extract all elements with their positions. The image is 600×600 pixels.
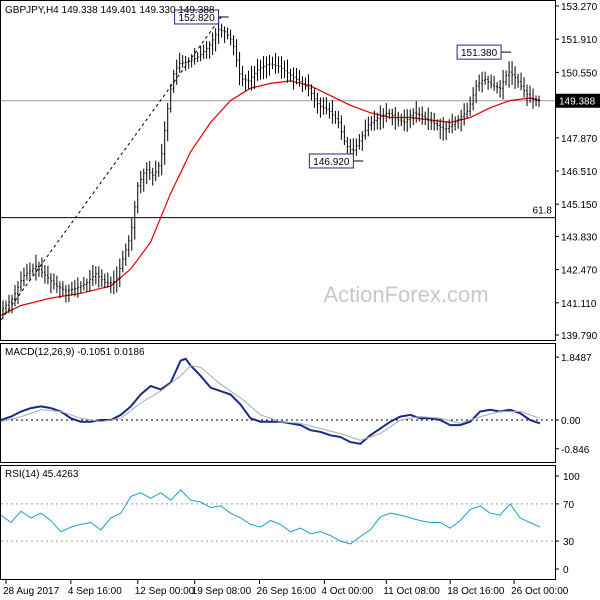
- last-price-box: [556, 93, 600, 108]
- x-tick-label: 4 Oct 00:00: [321, 586, 373, 597]
- annotation-label: 152.820: [179, 13, 216, 24]
- x-tick-label: 18 Oct 16:00: [447, 586, 505, 597]
- x-tick-label: 11 Oct 08:00: [383, 586, 440, 597]
- watermark: ActionForex.com: [323, 282, 488, 307]
- price-moving-average: [0, 80, 541, 316]
- x-tick-label: 26 Oct 00:00: [511, 586, 569, 597]
- price-y-tick-label: 141.110: [561, 299, 597, 310]
- price-y-axis: 153.270 151.910 150.550 149.388 147.870 146.5…: [555, 2, 600, 342]
- rsi-lines: [0, 489, 555, 545]
- x-tick-label: 28 Aug 2017: [3, 586, 60, 597]
- macd-line: [0, 357, 541, 445]
- macd-title: MACD(12,26,9) -0.1051 0.0186: [5, 347, 145, 358]
- price-y-tick-label: 145.150: [561, 200, 598, 211]
- annotation-box: [174, 9, 220, 25]
- macd-y-tick-label: 0.00: [561, 416, 581, 427]
- rsi-y-tick-label: 0: [563, 565, 569, 576]
- rsi-y-tick-label: 30: [563, 537, 575, 548]
- last-price-label: 149.388: [559, 97, 596, 108]
- x-tick-label: 19 Sep 08:00: [192, 586, 252, 597]
- macd-y-tick-label: -0.846: [561, 445, 590, 456]
- rsi-line: [0, 489, 541, 545]
- price-y-tick-label: 143.830: [561, 232, 598, 243]
- price-y-tick-label: 139.790: [561, 331, 598, 342]
- price-y-tick-label: 153.270: [561, 2, 598, 13]
- x-tick-label: 26 Sep 16:00: [257, 586, 317, 597]
- macd-y-axis: 1.8487 0.00 -0.846: [555, 353, 592, 456]
- rsi-y-tick-label: 100: [563, 472, 580, 483]
- macd-y-tick-label: 1.8487: [561, 353, 592, 364]
- annotation-label: 151.380: [461, 48, 498, 59]
- annotation-box: [308, 153, 354, 169]
- fib-level-label: 61.8: [533, 206, 553, 217]
- moving-average-line: [0, 80, 541, 316]
- rsi-y-tick-label: 70: [563, 500, 575, 511]
- price-candles: [1, 19, 541, 319]
- macd-panel-frame: [0, 343, 556, 463]
- price-y-tick-label: 142.470: [561, 266, 598, 277]
- rsi-title: RSI(14) 45.4263: [5, 469, 79, 480]
- annotation-label: 146.920: [313, 157, 350, 168]
- price-y-tick-label: 146.510: [561, 167, 598, 178]
- price-annotations: 152.820 151.380 146.920: [174, 9, 512, 169]
- price-y-tick-label: 147.870: [561, 134, 598, 145]
- fib-projection-line: [0, 14, 224, 321]
- x-tick-label: 12 Sep 00:00: [135, 586, 195, 597]
- price-y-tick-label: 150.550: [561, 68, 598, 79]
- price-title: GBPJPY,H4 149.338 149.401 149.330 149.38…: [5, 5, 215, 16]
- rsi-y-axis: 100 70 30 0: [555, 472, 580, 576]
- annotation-box: [456, 44, 502, 60]
- macd-signal-line: [0, 365, 541, 441]
- rsi-panel-frame: [0, 465, 556, 580]
- x-tick-label: 4 Sep 16:00: [68, 586, 122, 597]
- macd-lines: [0, 357, 555, 445]
- price-y-tick-label: 151.910: [561, 35, 598, 46]
